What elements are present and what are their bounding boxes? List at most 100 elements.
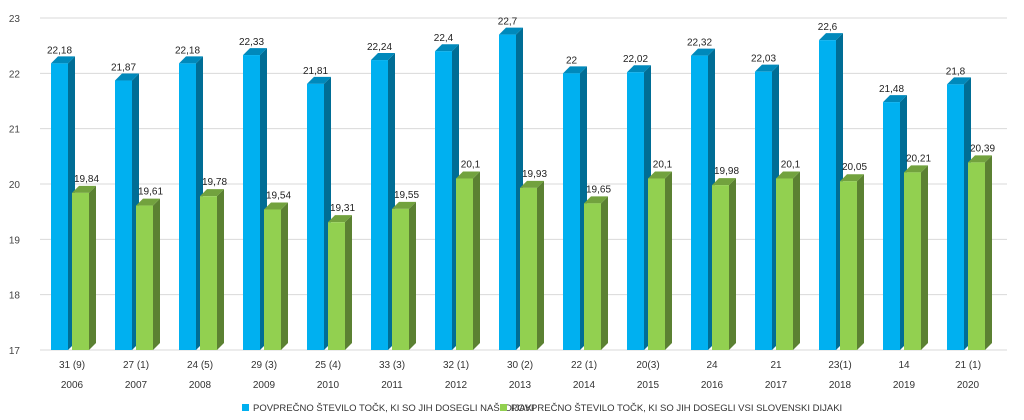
bar-side: [217, 189, 224, 350]
bar-top: [691, 48, 715, 56]
bar-side: [345, 215, 352, 350]
x-category-sublabel: 21 (1): [955, 360, 981, 371]
bar: [371, 60, 388, 350]
data-label: 19,98: [714, 166, 739, 177]
bar: [755, 71, 772, 350]
data-label: 22: [566, 55, 578, 66]
x-category-label: 2013: [509, 380, 532, 391]
bar-top: [115, 73, 139, 81]
bar-side: [89, 185, 96, 350]
data-label: 22,18: [47, 45, 72, 56]
y-tick-label: 22: [9, 69, 21, 80]
legend-label-naši-dijaki: POVPREČNO ŠTEVILO TOČK, KI SO JIH DOSEGL…: [253, 403, 535, 414]
data-label: 21,8: [946, 66, 966, 77]
bar: [499, 34, 516, 350]
bar-top: [307, 76, 331, 84]
x-category-label: 2018: [829, 380, 852, 391]
bar-side: [473, 171, 480, 350]
data-label: 22,32: [687, 38, 712, 49]
bar-top: [264, 202, 288, 210]
data-label: 20,1: [461, 159, 481, 170]
bar-top: [392, 201, 416, 209]
bar-side: [281, 202, 288, 350]
data-label: 22,4: [434, 33, 454, 44]
bar-top: [819, 33, 843, 41]
bar-top: [712, 178, 736, 186]
x-category-label: 2007: [125, 380, 148, 391]
bar: [136, 205, 153, 350]
x-category-label: 2014: [573, 380, 596, 391]
x-category-sublabel: 24 (5): [187, 360, 213, 371]
bar: [307, 83, 324, 350]
data-label: 20,39: [970, 143, 995, 154]
bar: [328, 222, 345, 350]
x-category-label: 2015: [637, 380, 660, 391]
x-category-sublabel: 14: [898, 360, 910, 371]
bar-side: [665, 171, 672, 350]
y-tick-label: 18: [9, 291, 21, 302]
data-label: 20,05: [842, 162, 867, 173]
bar-top: [627, 65, 651, 73]
y-tick-label: 23: [9, 14, 21, 25]
x-category-label: 2012: [445, 380, 468, 391]
bar-side: [793, 171, 800, 350]
x-category-sublabel: 22 (1): [571, 360, 597, 371]
data-label: 22,33: [239, 37, 264, 48]
data-label: 19,55: [394, 190, 419, 201]
bar: [712, 185, 729, 350]
bar-top: [520, 180, 544, 188]
bar: [51, 63, 68, 351]
x-category-sublabel: 20(3): [636, 360, 659, 371]
bar: [584, 203, 601, 350]
x-category-label: 2008: [189, 380, 212, 391]
bar: [520, 187, 537, 350]
bar: [563, 73, 580, 350]
data-label: 19,84: [74, 174, 99, 185]
bar: [627, 72, 644, 350]
bar-top: [840, 174, 864, 182]
axis-labels-group: 17 18 19 20 21 22 23 31 (9) 2006 27 (1) 2007 24 (5)…: [9, 14, 981, 391]
bar-side: [985, 155, 992, 350]
x-category-sublabel: 30 (2): [507, 360, 533, 371]
x-category-label: 2017: [765, 380, 788, 391]
bar-top: [776, 171, 800, 179]
data-label: 21,81: [303, 66, 328, 77]
bar-side: [537, 180, 544, 350]
bar: [115, 80, 132, 350]
bar-top: [648, 171, 672, 179]
bar: [947, 84, 964, 351]
bar: [968, 162, 985, 350]
data-label: 21,87: [111, 63, 136, 74]
bar-side: [729, 178, 736, 350]
bar: [883, 102, 900, 351]
data-label: 20,1: [781, 159, 801, 170]
bar-top: [563, 66, 587, 74]
x-category-label: 2019: [893, 380, 916, 391]
data-label: 19,31: [330, 203, 355, 214]
data-label: 19,54: [266, 190, 291, 201]
x-category-sublabel: 33 (3): [379, 360, 405, 371]
bar-top: [755, 64, 779, 72]
bar-top: [435, 44, 459, 52]
bar-side: [153, 198, 160, 350]
bar: [648, 178, 665, 350]
y-tick-label: 19: [9, 235, 21, 246]
x-category-sublabel: 25 (4): [315, 360, 341, 371]
data-label: 22,03: [751, 54, 776, 65]
bar: [904, 172, 921, 350]
bar-top: [179, 56, 203, 64]
x-category-sublabel: 23(1): [828, 360, 851, 371]
bar-top: [968, 155, 992, 163]
bar-side: [601, 196, 608, 350]
data-label: 19,78: [202, 177, 227, 188]
bar-top: [456, 171, 480, 179]
data-label: 19,61: [138, 187, 163, 198]
y-tick-label: 17: [9, 346, 21, 357]
bar-top: [904, 165, 928, 173]
bar: [456, 178, 473, 350]
data-label: 22,7: [498, 17, 518, 28]
x-category-sublabel: 21: [770, 360, 782, 371]
data-labels-group: 22,18 19,84 21,87 19,61 22,18 19,78 22,33 19,54…: [47, 17, 995, 215]
bar: [243, 55, 260, 350]
